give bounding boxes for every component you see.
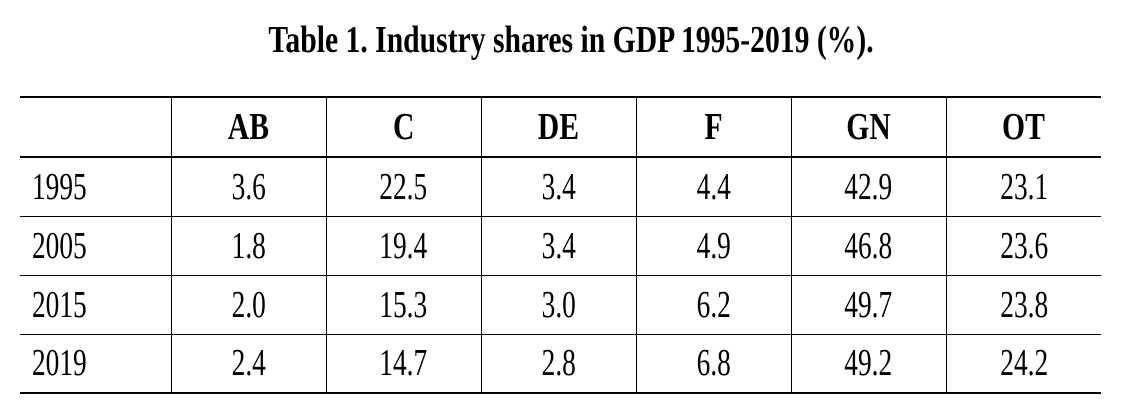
- table-cell: 23.1: [945, 157, 1101, 216]
- table-cell: 6.8: [635, 334, 791, 393]
- table-row: 2005 1.8 19.4 3.4 4.9 46.8 23.6: [20, 216, 1101, 275]
- table-cell: 15.3: [325, 275, 481, 334]
- table-cell: 2.4: [170, 334, 326, 393]
- table-cell: 42.9: [790, 157, 946, 216]
- table-cell: 3.0: [480, 275, 636, 334]
- column-header-c: C: [325, 97, 481, 157]
- row-year-cell: 2005: [32, 224, 87, 267]
- table-cell: 49.7: [790, 275, 946, 334]
- table-cell: 2.8: [480, 334, 636, 393]
- table-cell: 2.0: [170, 275, 326, 334]
- row-year-cell: 2019: [32, 342, 87, 385]
- column-header-f: F: [635, 97, 791, 157]
- table-cell: 4.4: [635, 157, 791, 216]
- table-cell: 22.5: [325, 157, 481, 216]
- industry-shares-table: AB C DE F GN OT 1995 3.6 22.5 3.4 4.4 42…: [20, 96, 1101, 394]
- column-header-de: DE: [480, 97, 636, 157]
- row-year-cell: 2015: [32, 283, 87, 326]
- header-corner-cell: [20, 97, 171, 157]
- table-cell: 46.8: [790, 216, 946, 275]
- header-row: AB C DE F GN OT: [20, 97, 1101, 157]
- table-cell: 19.4: [325, 216, 481, 275]
- table-cell: 3.4: [480, 157, 636, 216]
- row-year-cell: 1995: [32, 165, 87, 208]
- table-row: 2019 2.4 14.7 2.8 6.8 49.2 24.2: [20, 334, 1101, 393]
- table-cell: 14.7: [325, 334, 481, 393]
- table-title: Table 1. Industry shares in GDP 1995-201…: [268, 19, 874, 61]
- table-cell: 4.9: [635, 216, 791, 275]
- table-row: 2015 2.0 15.3 3.0 6.2 49.7 23.8: [20, 275, 1101, 334]
- column-header-ab: AB: [170, 97, 326, 157]
- table-cell: 6.2: [635, 275, 791, 334]
- table-cell: 3.6: [170, 157, 326, 216]
- table-row: 1995 3.6 22.5 3.4 4.4 42.9 23.1: [20, 157, 1101, 216]
- column-header-ot: OT: [945, 97, 1101, 157]
- table-cell: 24.2: [945, 334, 1101, 393]
- table-cell: 1.8: [170, 216, 326, 275]
- column-header-gn: GN: [790, 97, 946, 157]
- table-cell: 3.4: [480, 216, 636, 275]
- table-cell: 23.8: [945, 275, 1101, 334]
- table-cell: 23.6: [945, 216, 1101, 275]
- table-cell: 49.2: [790, 334, 946, 393]
